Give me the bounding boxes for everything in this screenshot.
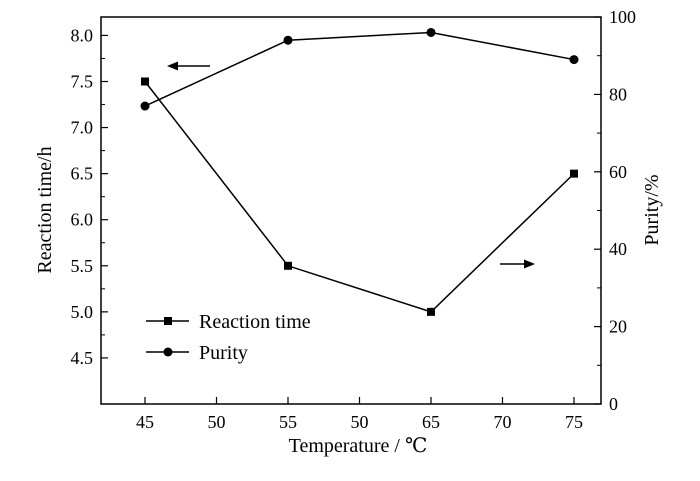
y-left-tick-label: 6.5 — [71, 164, 94, 184]
y-left-tick-label: 5.0 — [71, 302, 94, 322]
y-left-axis-title: Reaction time/h — [34, 146, 56, 273]
right-axis-arrow — [500, 259, 535, 269]
x-tick-label: 45 — [136, 412, 154, 432]
x-tick-label: 70 — [494, 412, 512, 432]
x-tick-label: 50 — [208, 412, 226, 432]
legend: Reaction time Purity — [146, 311, 311, 364]
y-left-tick-label: 7.5 — [71, 72, 94, 92]
y-left-tick-label: 4.5 — [71, 348, 94, 368]
x-tick-label: 65 — [422, 412, 440, 432]
y-right-tick-label: 40 — [609, 239, 627, 259]
y-right-tick-label: 100 — [609, 7, 636, 27]
y-right-tick-label: 0 — [609, 394, 618, 414]
legend-item-reaction-time: Reaction time — [146, 311, 311, 333]
data-point-circle — [569, 55, 579, 65]
data-point-circle — [140, 101, 150, 111]
legend-item-purity: Purity — [146, 342, 248, 364]
data-point-square — [284, 261, 292, 270]
left-axis-arrow — [167, 61, 210, 71]
data-point-square — [570, 169, 578, 178]
y-left-tick-label: 7.0 — [71, 118, 94, 138]
y-left-tick-label: 8.0 — [71, 25, 94, 45]
legend-label-reaction-time: Reaction time — [199, 311, 311, 333]
legend-label-purity: Purity — [199, 342, 248, 364]
y-right-tick-label: 20 — [609, 317, 627, 337]
data-point-circle — [283, 35, 293, 45]
series-layer — [140, 27, 579, 316]
data-point-square — [141, 77, 149, 86]
plot-frame — [100, 16, 602, 405]
x-tick-label: 50 — [351, 412, 369, 432]
y-right-axis-title: Purity/% — [641, 174, 663, 245]
x-axis-title: Temperature / ℃ — [289, 435, 428, 457]
y-left-tick-label: 5.5 — [71, 256, 94, 276]
y-left-tick-label: 6.0 — [71, 210, 94, 230]
y-right-tick-label: 60 — [609, 162, 627, 182]
series-line-1 — [144, 31, 575, 107]
ticks-layer: 45 50 55 50 65 70 75 4.5 5.0 5.5 6.0 6.5 7.0 7.5 8.0 0 2… — [71, 7, 637, 432]
y-right-tick-label: 80 — [609, 84, 627, 104]
series-line-0 — [144, 81, 575, 313]
x-tick-label: 75 — [565, 412, 583, 432]
x-tick-label: 55 — [279, 412, 297, 432]
data-point-circle — [426, 27, 436, 37]
data-point-square — [427, 307, 435, 316]
